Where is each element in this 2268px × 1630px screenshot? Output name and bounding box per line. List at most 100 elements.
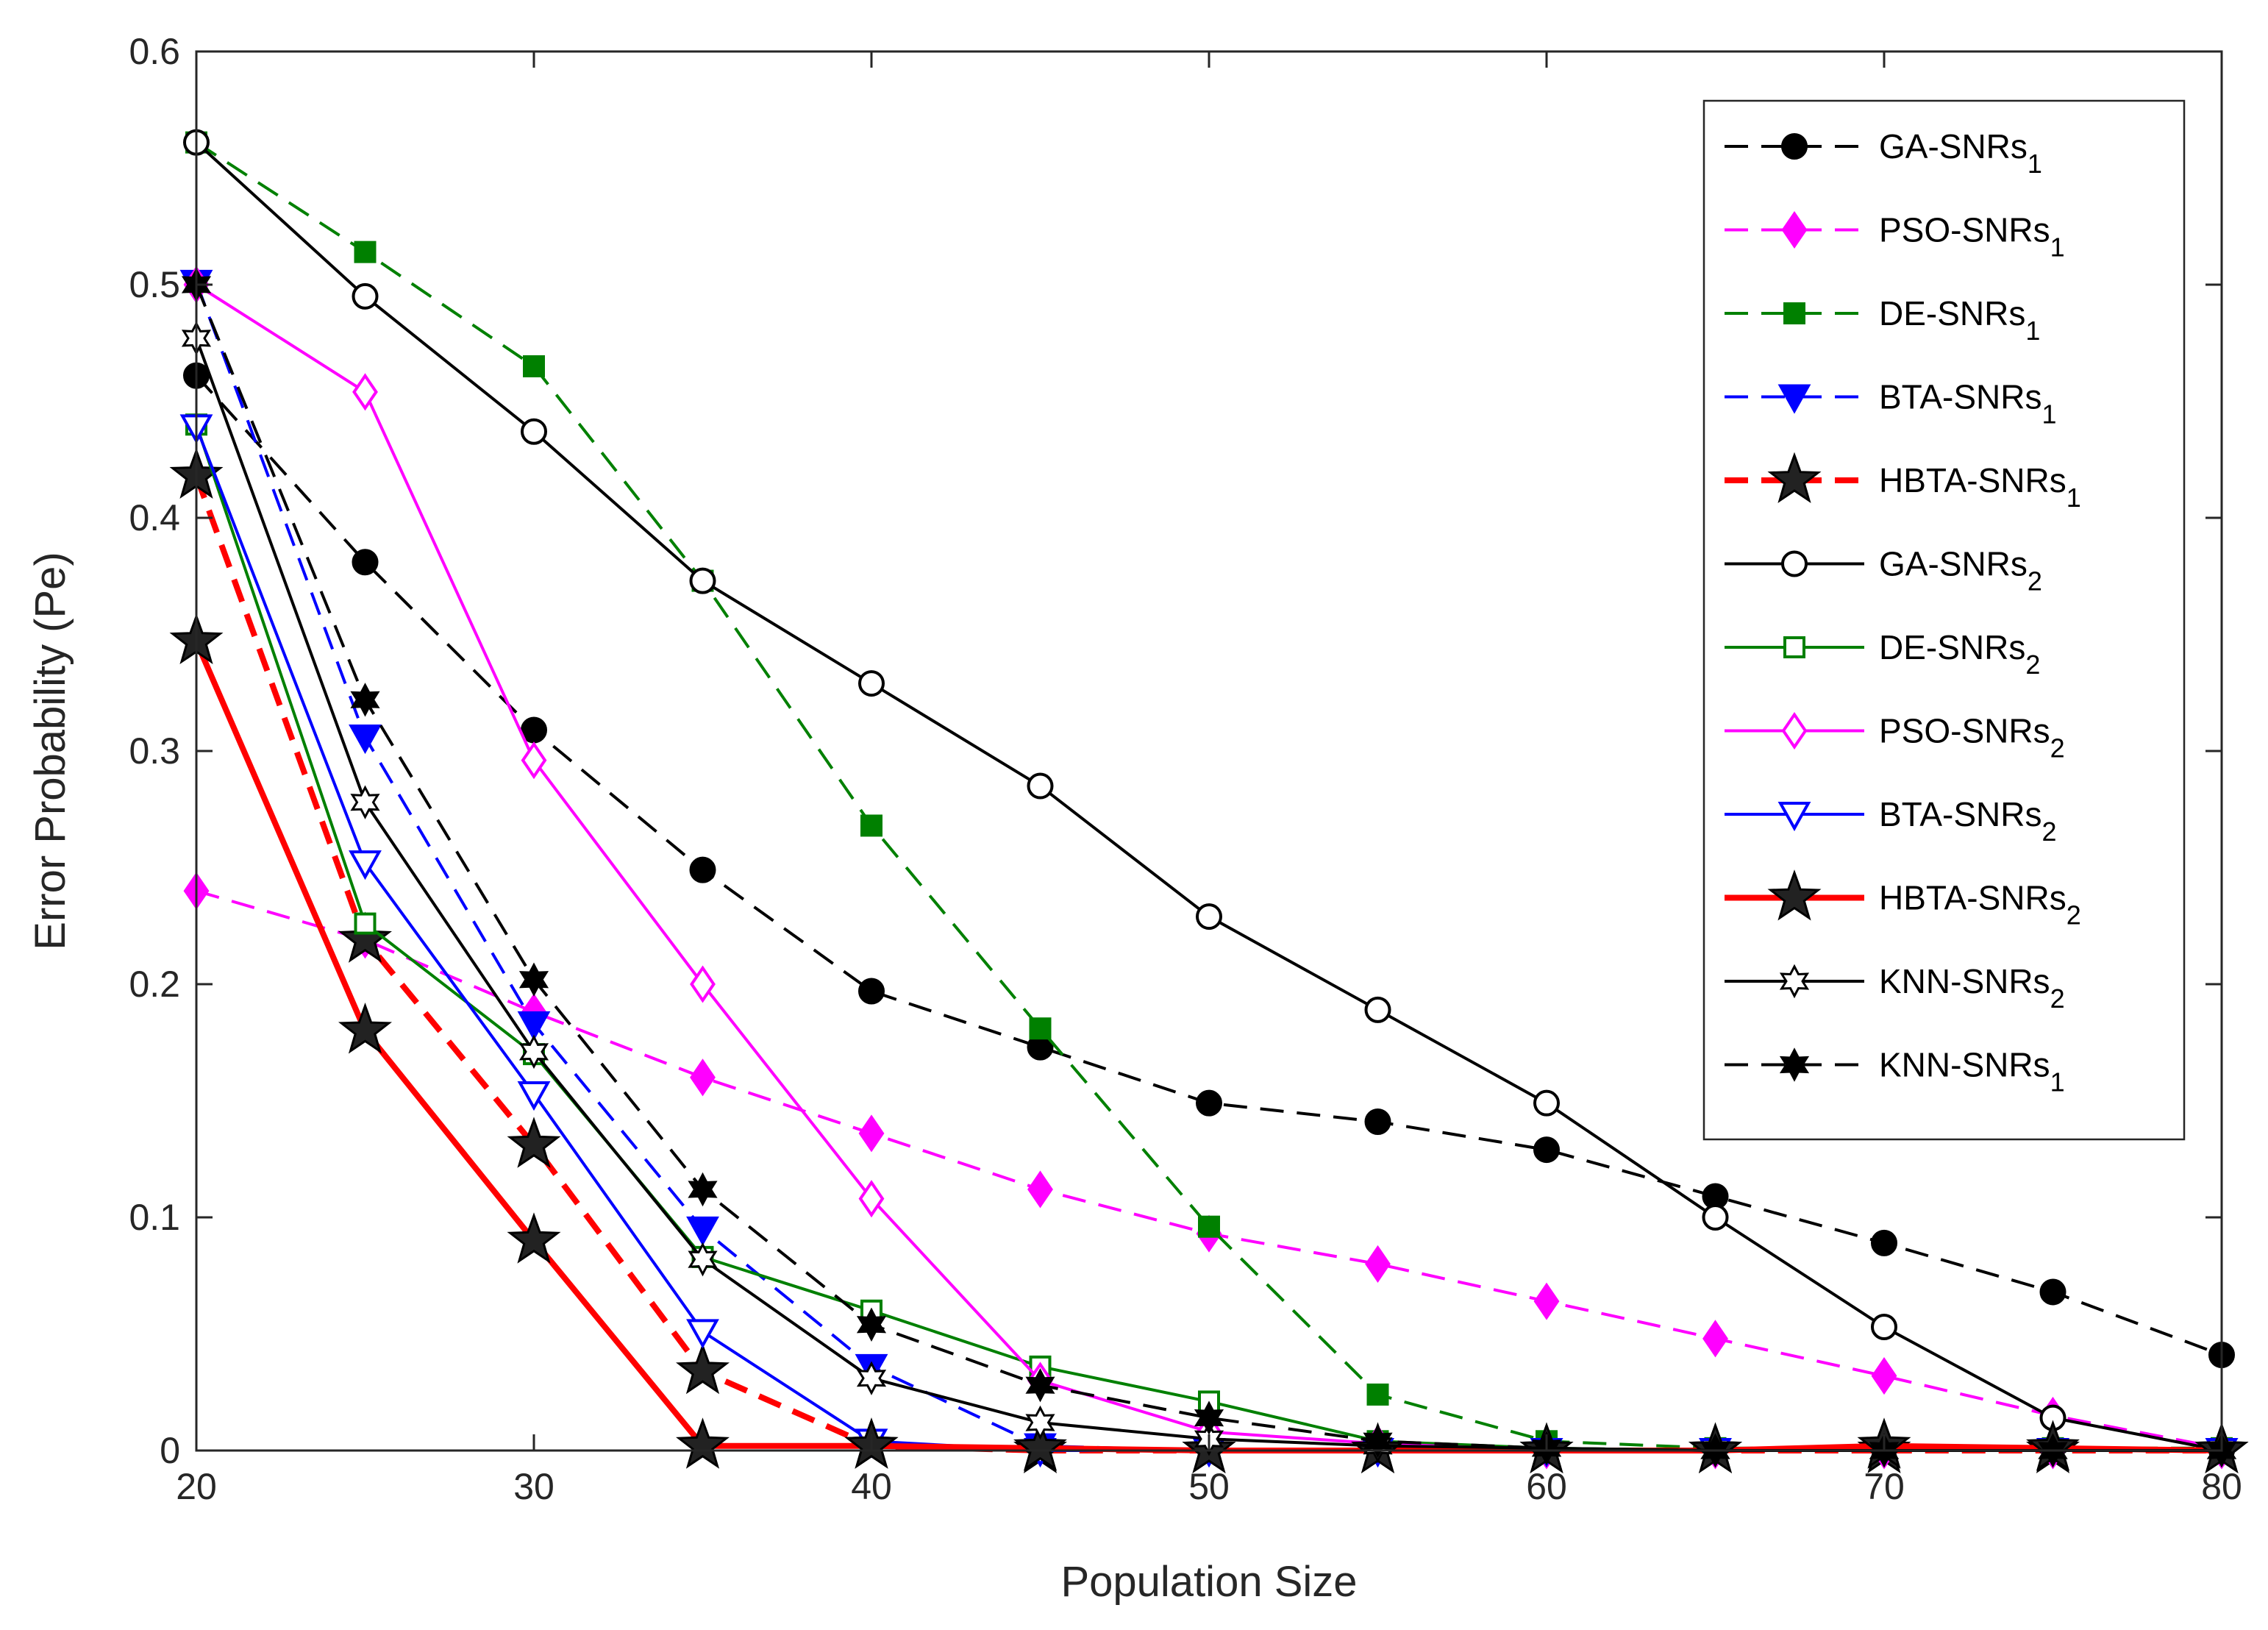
data-point	[338, 1002, 392, 1054]
x-tick-label: 20	[176, 1466, 217, 1507]
legend: GA-SNRs1 PSO-SNRs1 DE-SNRs1 BTA-SNRs1 HBTA-S…	[1702, 99, 2186, 1141]
data-point	[856, 1307, 887, 1342]
legend-item: GA-SNRs2	[1725, 545, 2042, 597]
data-point	[858, 1114, 885, 1153]
data-point	[349, 850, 382, 880]
data-point	[1364, 996, 1391, 1023]
legend-item: BTA-SNRs1	[1725, 378, 2057, 430]
data-point	[338, 911, 392, 963]
data-point	[507, 1212, 561, 1264]
data-point	[521, 716, 547, 744]
legend-item: PSO-SNRs2	[1725, 712, 2065, 764]
data-point	[686, 1216, 719, 1246]
data-point	[1702, 1320, 1728, 1358]
x-tick-label: 80	[2201, 1466, 2242, 1507]
legend-item: DE-SNRs1	[1725, 294, 2040, 346]
data-point	[1533, 1136, 1560, 1164]
data-point	[686, 1319, 719, 1349]
legend-box	[1702, 99, 2186, 1141]
legend-item: HBTA-SNRs1	[1725, 452, 2081, 513]
data-point	[1871, 1313, 1897, 1340]
data-point	[518, 962, 549, 997]
data-point	[1365, 1245, 1391, 1283]
legend-marker	[1781, 133, 1808, 160]
legend-marker	[1777, 384, 1811, 414]
y-tick-label: 0.2	[129, 964, 180, 1005]
legend-marker	[1781, 210, 1808, 249]
x-tick-label: 60	[1526, 1466, 1567, 1507]
legend-label: BTA-SNRs1	[1879, 378, 2057, 430]
data-point	[352, 282, 379, 310]
data-point	[1025, 1367, 1055, 1403]
data-point	[856, 1361, 887, 1395]
data-point	[1013, 1420, 1067, 1471]
legend-label: GA-SNRs2	[1879, 545, 2042, 597]
data-point	[1196, 903, 1222, 930]
data-point	[1533, 1282, 1560, 1320]
data-point	[1533, 1089, 1560, 1117]
legend-label: KNN-SNRs1	[1879, 1046, 2065, 1097]
data-point	[689, 856, 716, 883]
data-point	[521, 741, 547, 780]
data-point	[350, 683, 380, 717]
data-point	[858, 670, 885, 697]
data-point	[690, 1058, 716, 1097]
x-axis-title: Population Size	[1060, 1558, 1357, 1606]
legend-label: DE-SNRs1	[1879, 294, 2040, 346]
data-point	[352, 549, 379, 576]
data-point	[690, 965, 716, 1003]
legend-marker	[1781, 550, 1808, 577]
data-point	[858, 1180, 885, 1218]
data-point	[350, 785, 380, 819]
data-point	[1029, 1017, 1052, 1040]
legend-label: PSO-SNRs2	[1879, 712, 2065, 764]
data-point	[1027, 772, 1054, 800]
y-tick-label: 0.4	[129, 497, 180, 538]
legend-label: KNN-SNRs2	[1879, 962, 2065, 1014]
y-tick-label: 0	[160, 1430, 180, 1471]
y-axis-title: Error Probability (Pe)	[26, 552, 74, 950]
data-point	[1027, 1170, 1053, 1209]
data-point	[1198, 1215, 1220, 1238]
legend-marker	[1781, 711, 1808, 750]
data-point	[1364, 1108, 1391, 1136]
series-ga-snrs-1	[183, 362, 2235, 1369]
legend-item: BTA-SNRs2	[1725, 795, 2057, 847]
data-point	[1196, 1089, 1222, 1117]
x-tick-label: 40	[851, 1466, 892, 1507]
data-point	[518, 1034, 549, 1070]
data-point	[688, 1242, 718, 1277]
legend-marker	[1779, 1047, 1810, 1082]
data-point	[352, 373, 378, 411]
legend-label: BTA-SNRs2	[1879, 795, 2057, 847]
legend-item: KNN-SNRs2	[1725, 962, 2065, 1014]
data-point	[1025, 1405, 1055, 1440]
data-point	[349, 724, 382, 755]
legend-marker	[1767, 452, 1822, 504]
data-point	[1871, 1229, 1897, 1256]
legend-label: GA-SNRs1	[1879, 127, 2042, 179]
x-tick-label: 30	[513, 1466, 554, 1507]
data-point	[507, 1117, 561, 1168]
data-point	[688, 1172, 718, 1207]
legend-item: KNN-SNRs1	[1725, 1046, 2065, 1097]
y-tick-label: 0.3	[129, 730, 180, 772]
data-point	[523, 355, 545, 377]
data-point	[689, 567, 716, 594]
legend-marker	[1783, 636, 1805, 658]
legend-marker	[1777, 802, 1811, 832]
data-point	[2039, 1278, 2066, 1306]
data-point	[1363, 1424, 1393, 1459]
data-point	[521, 418, 547, 445]
data-point	[676, 1417, 730, 1469]
data-point	[1871, 1357, 1897, 1395]
data-point	[354, 241, 377, 263]
data-point	[1366, 1383, 1389, 1406]
data-point	[858, 978, 885, 1005]
legend-item: HBTA-SNRs2	[1725, 869, 2081, 930]
legend-label: HBTA-SNRs2	[1879, 879, 2081, 930]
y-tick-label: 0.6	[129, 31, 180, 72]
x-tick-label: 70	[1864, 1466, 1905, 1507]
y-tick-label: 0.1	[129, 1197, 180, 1238]
